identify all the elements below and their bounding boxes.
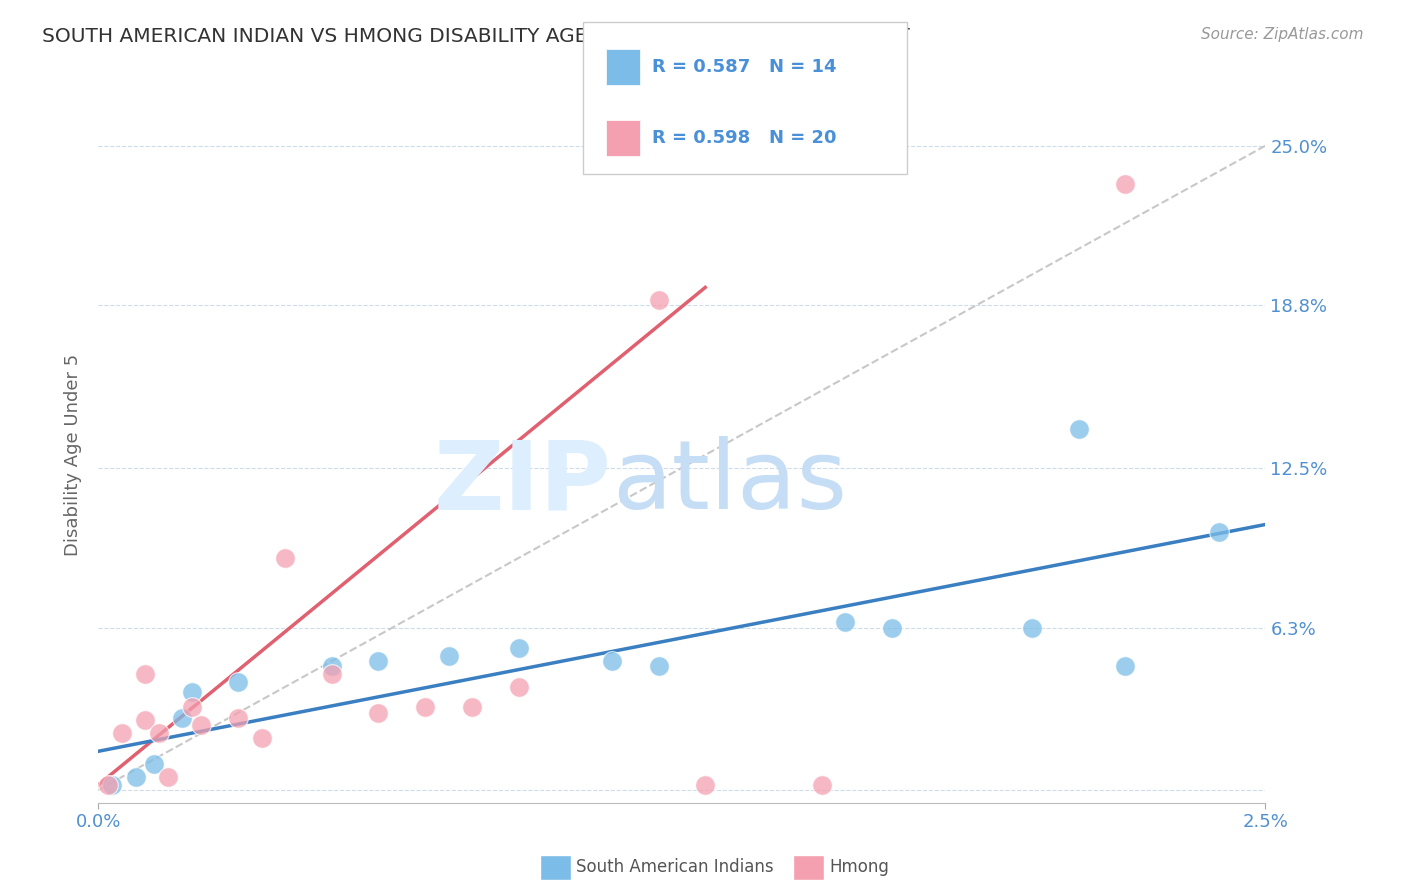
Point [180, 700, 202, 714]
Text: South American Indians: South American Indians [576, 858, 775, 876]
Point [1067, 422, 1090, 436]
Text: Hmong: Hmong [830, 858, 890, 876]
Text: atlas: atlas [612, 436, 846, 529]
Point [1208, 525, 1230, 540]
Point [695, 778, 717, 792]
Point [101, 778, 124, 792]
Point [1114, 178, 1136, 192]
Point [97, 778, 120, 792]
Point [148, 726, 170, 740]
Text: ZIP: ZIP [434, 436, 612, 529]
Point [834, 615, 856, 630]
Point [647, 293, 669, 308]
Point [367, 706, 389, 720]
Point [274, 551, 297, 566]
Point [647, 659, 669, 673]
Point [321, 667, 343, 681]
Point [125, 770, 148, 784]
Text: Source: ZipAtlas.com: Source: ZipAtlas.com [1201, 27, 1364, 42]
Point [1021, 621, 1043, 635]
Point [508, 641, 530, 656]
Point [111, 726, 134, 740]
Text: R = 0.587   N = 14: R = 0.587 N = 14 [652, 58, 837, 76]
Point [134, 667, 156, 681]
Point [437, 648, 460, 663]
Point [172, 711, 194, 725]
Point [811, 778, 834, 792]
Point [367, 654, 389, 668]
Point [250, 731, 273, 746]
Point [228, 674, 250, 689]
Point [134, 714, 156, 728]
Text: SOUTH AMERICAN INDIAN VS HMONG DISABILITY AGE UNDER 5 CORRELATION CHART: SOUTH AMERICAN INDIAN VS HMONG DISABILIT… [42, 27, 910, 45]
Point [157, 770, 180, 784]
Point [143, 757, 166, 772]
Point [461, 700, 484, 714]
Point [1114, 659, 1136, 673]
Point [508, 680, 530, 694]
Text: R = 0.598   N = 20: R = 0.598 N = 20 [652, 129, 837, 147]
Point [880, 621, 903, 635]
Point [180, 685, 202, 699]
Point [600, 654, 623, 668]
Point [413, 700, 436, 714]
Point [321, 659, 343, 673]
Point [228, 711, 250, 725]
Y-axis label: Disability Age Under 5: Disability Age Under 5 [65, 354, 83, 556]
Point [190, 718, 212, 732]
